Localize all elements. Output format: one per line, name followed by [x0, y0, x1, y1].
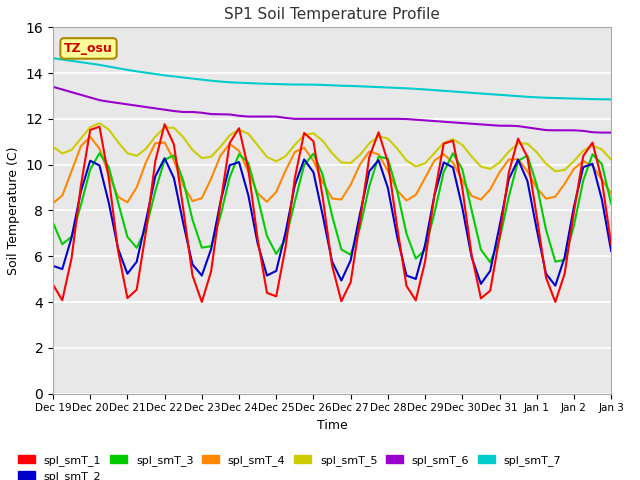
spl_smT_6	[598, 130, 605, 135]
spl_smT_4	[542, 196, 550, 202]
spl_smT_1	[189, 273, 196, 278]
spl_smT_7	[607, 96, 615, 102]
spl_smT_5	[170, 125, 178, 131]
spl_smT_6	[347, 116, 355, 122]
spl_smT_4	[254, 191, 262, 196]
spl_smT_5	[189, 147, 196, 153]
spl_smT_5	[254, 143, 262, 148]
spl_smT_3	[552, 259, 559, 264]
spl_smT_5	[95, 120, 103, 126]
spl_smT_6	[179, 109, 187, 115]
spl_smT_1	[254, 236, 262, 242]
spl_smT_7	[384, 84, 392, 90]
spl_smT_2	[49, 263, 57, 269]
spl_smT_3	[95, 150, 103, 156]
spl_smT_1	[161, 121, 168, 127]
Line: spl_smT_5: spl_smT_5	[53, 123, 611, 171]
spl_smT_2	[394, 234, 401, 240]
spl_smT_6	[533, 126, 541, 132]
spl_smT_2	[170, 175, 178, 181]
Line: spl_smT_4: spl_smT_4	[53, 137, 611, 204]
spl_smT_3	[607, 201, 615, 206]
spl_smT_5	[394, 146, 401, 152]
spl_smT_2	[552, 283, 559, 288]
spl_smT_7	[533, 95, 541, 100]
spl_smT_7	[244, 80, 252, 86]
spl_smT_4	[189, 198, 196, 204]
spl_smT_7	[49, 55, 57, 61]
spl_smT_2	[161, 156, 168, 161]
Line: spl_smT_1: spl_smT_1	[53, 124, 611, 302]
spl_smT_1	[394, 224, 401, 230]
spl_smT_7	[161, 72, 168, 78]
Line: spl_smT_3: spl_smT_3	[53, 153, 611, 262]
spl_smT_4	[607, 191, 615, 196]
spl_smT_5	[607, 157, 615, 163]
spl_smT_6	[161, 107, 168, 113]
spl_smT_4	[49, 201, 57, 206]
spl_smT_1	[542, 275, 550, 280]
spl_smT_3	[254, 194, 262, 200]
Line: spl_smT_7: spl_smT_7	[53, 58, 611, 99]
spl_smT_5	[552, 168, 559, 174]
spl_smT_2	[356, 211, 364, 217]
spl_smT_3	[486, 259, 494, 265]
spl_smT_6	[384, 116, 392, 122]
spl_smT_7	[179, 74, 187, 80]
spl_smT_1	[170, 142, 178, 147]
spl_smT_3	[356, 225, 364, 231]
spl_smT_3	[170, 152, 178, 158]
spl_smT_3	[49, 220, 57, 226]
Title: SP1 Soil Temperature Profile: SP1 Soil Temperature Profile	[224, 7, 440, 22]
spl_smT_2	[607, 248, 615, 254]
Y-axis label: Soil Temperature (C): Soil Temperature (C)	[7, 146, 20, 275]
spl_smT_4	[170, 157, 178, 163]
spl_smT_1	[356, 218, 364, 224]
Legend: spl_smT_1, spl_smT_2, spl_smT_3, spl_smT_4, spl_smT_5, spl_smT_6, spl_smT_7: spl_smT_1, spl_smT_2, spl_smT_3, spl_smT…	[14, 450, 566, 480]
spl_smT_2	[254, 240, 262, 246]
spl_smT_1	[49, 282, 57, 288]
spl_smT_4	[356, 162, 364, 168]
spl_smT_3	[189, 217, 196, 223]
Line: spl_smT_6: spl_smT_6	[53, 87, 611, 132]
spl_smT_6	[49, 84, 57, 90]
spl_smT_4	[86, 134, 94, 140]
spl_smT_1	[607, 241, 615, 247]
spl_smT_6	[244, 114, 252, 120]
spl_smT_4	[394, 188, 401, 193]
spl_smT_6	[607, 130, 615, 135]
spl_smT_5	[49, 144, 57, 150]
spl_smT_5	[356, 152, 364, 158]
X-axis label: Time: Time	[317, 419, 348, 432]
Text: TZ_osu: TZ_osu	[64, 42, 113, 55]
Line: spl_smT_2: spl_smT_2	[53, 158, 611, 286]
spl_smT_2	[189, 262, 196, 267]
spl_smT_7	[347, 83, 355, 89]
spl_smT_3	[394, 188, 401, 194]
spl_smT_5	[542, 161, 550, 167]
spl_smT_1	[552, 299, 559, 305]
spl_smT_2	[542, 271, 550, 276]
